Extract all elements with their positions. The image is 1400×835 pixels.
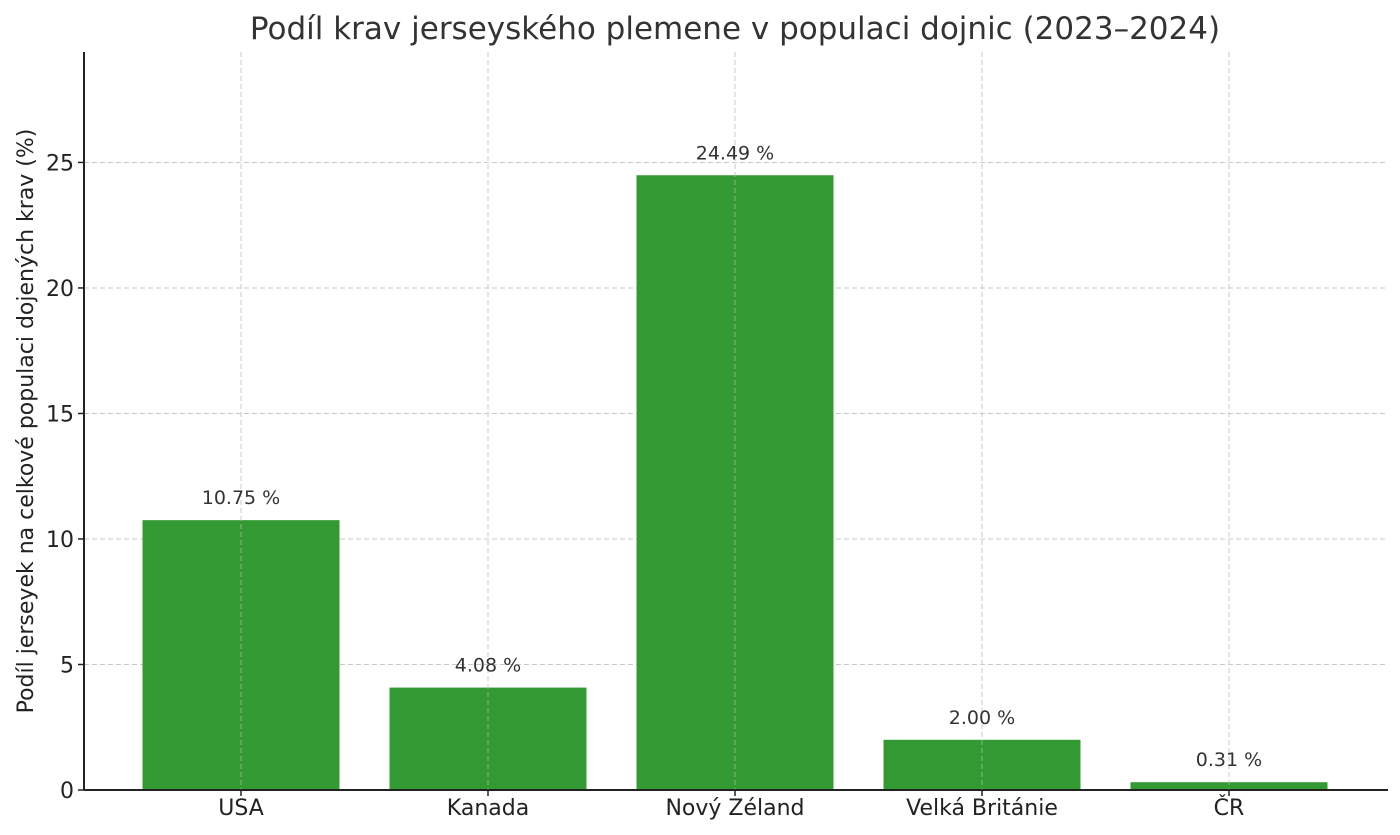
y-axis-label: Podíl jerseyek na celkové populaci dojen…: [14, 129, 39, 714]
x-tick-label: Kanada: [447, 796, 529, 821]
bar: [636, 175, 834, 790]
x-tick-label: USA: [218, 796, 264, 821]
data-labels: 10.75 % 4.08 % 24.49 % 2.00 % 0.31 %: [202, 52, 1262, 790]
y-tick-label: 20: [46, 277, 74, 302]
bar-value-label: 24.49 %: [696, 142, 775, 164]
x-tick-label: Velká Británie: [906, 796, 1058, 821]
bars: [142, 175, 1328, 790]
bar-value-label: 0.31 %: [1196, 749, 1262, 771]
y-tick-label: 0: [60, 779, 74, 804]
bar-value-label: 10.75 %: [202, 487, 281, 509]
axes: 0 5 10 15 20 25 USA Kanada Nový Zéland Velká Brit…: [46, 52, 1388, 821]
x-tick-label: Nový Zéland: [665, 796, 804, 821]
y-tick-label: 25: [46, 151, 74, 176]
y-tick-label: 5: [60, 653, 74, 678]
y-tick-label: 10: [46, 528, 74, 553]
chart-title: Podíl krav jerseyského plemene v populac…: [250, 11, 1220, 47]
x-tick-label: ČR: [1214, 795, 1245, 821]
bar-value-label: 2.00 %: [949, 707, 1015, 729]
bar: [1130, 782, 1328, 790]
bar-value-label: 4.08 %: [455, 655, 521, 677]
y-tick-label: 15: [46, 402, 74, 427]
